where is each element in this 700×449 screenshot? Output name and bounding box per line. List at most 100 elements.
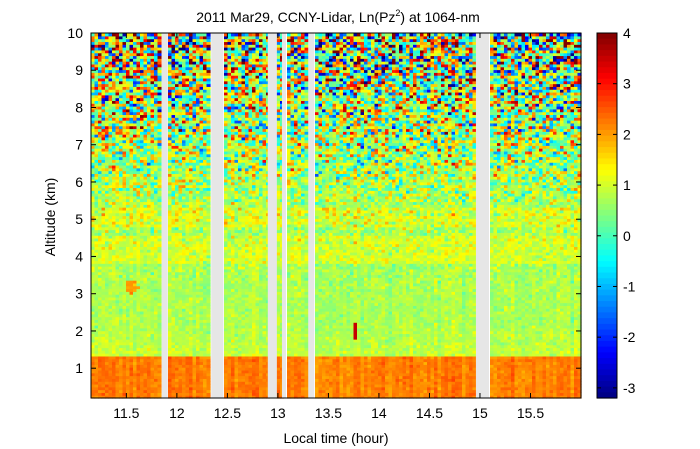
heatmap-cell [133, 212, 138, 217]
heatmap-cell [157, 33, 162, 37]
heatmap-cell [227, 344, 232, 349]
heatmap-cell [241, 86, 246, 90]
heatmap-cell [119, 117, 124, 121]
heatmap-cell [175, 226, 180, 231]
heatmap-cell [199, 341, 204, 346]
heatmap-cell [203, 179, 208, 183]
heatmap-cell [185, 277, 190, 281]
heatmap-cell [143, 383, 148, 388]
heatmap-cell [91, 120, 96, 124]
heatmap-cell [157, 288, 162, 292]
heatmap-cell [136, 358, 141, 363]
heatmap-cell [178, 229, 183, 233]
heatmap-cell [182, 282, 187, 287]
heatmap-cell [140, 310, 145, 315]
heatmap-cell [234, 38, 239, 43]
heatmap-cell [157, 327, 162, 332]
heatmap-cell [241, 38, 246, 43]
heatmap-cell [227, 114, 232, 118]
heatmap-cell [136, 347, 141, 351]
heatmap-cell [143, 201, 148, 205]
heatmap-cell [101, 367, 106, 371]
heatmap-cell [189, 336, 194, 340]
heatmap-cell [245, 308, 250, 312]
heatmap-cell [241, 347, 246, 351]
heatmap-cell [157, 383, 162, 388]
heatmap-cell [185, 136, 190, 141]
heatmap-cell [91, 167, 96, 172]
heatmap-cell [192, 103, 197, 107]
heatmap-cell [112, 209, 117, 214]
heatmap-cell [168, 193, 173, 197]
heatmap-cell [185, 226, 190, 231]
heatmap-cell [154, 142, 159, 146]
heatmap-cell [182, 35, 187, 40]
heatmap-cell [101, 86, 106, 90]
heatmap-cell [129, 44, 134, 48]
heatmap-cell [203, 389, 208, 393]
heatmap-cell [199, 240, 204, 245]
heatmap-cell [133, 117, 138, 121]
heatmap-cell [101, 389, 106, 393]
heatmap-cell [157, 266, 162, 270]
heatmap-cell [150, 49, 155, 54]
heatmap-cell [192, 364, 197, 368]
heatmap-cell [154, 69, 159, 73]
heatmap-cell [175, 285, 180, 290]
heatmap-cell [105, 66, 110, 71]
heatmap-cell [122, 142, 127, 146]
heatmap-cell [241, 316, 246, 320]
heatmap-cell [171, 176, 176, 180]
heatmap-cell [175, 280, 180, 284]
heatmap-cell [143, 156, 148, 160]
heatmap-cell [91, 246, 96, 250]
heatmap-cell [112, 336, 117, 340]
heatmap-cell [115, 117, 120, 121]
heatmap-cell [98, 91, 103, 96]
heatmap-cell [147, 355, 152, 360]
heatmap-cell [129, 145, 134, 149]
heatmap-cell [175, 145, 180, 149]
heatmap-cell [133, 66, 138, 71]
heatmap-cell [185, 164, 190, 169]
heatmap-cell [136, 221, 141, 225]
heatmap-cell [129, 322, 134, 326]
heatmap-cell [101, 386, 106, 391]
heatmap-cell [189, 249, 194, 253]
heatmap-cell [157, 353, 162, 357]
heatmap-cell [175, 80, 180, 85]
heatmap-cell [133, 139, 138, 144]
heatmap-cell [189, 392, 194, 396]
heatmap-cell [203, 381, 208, 385]
heatmap-cell [231, 240, 236, 245]
heatmap-cell [224, 347, 229, 351]
heatmap-cell [206, 179, 211, 183]
heatmap-cell [101, 212, 106, 217]
heatmap-cell [133, 176, 138, 180]
heatmap-cell [136, 142, 141, 146]
heatmap-cell [175, 260, 180, 264]
heatmap-cell [143, 66, 148, 71]
heatmap-cell [108, 296, 113, 301]
heatmap-cell [189, 136, 194, 141]
heatmap-cell [133, 263, 138, 267]
heatmap-cell [168, 131, 173, 135]
heatmap-cell [199, 327, 204, 332]
heatmap-cell [129, 282, 134, 287]
heatmap-cell [115, 378, 120, 382]
heatmap-cell [238, 193, 243, 197]
heatmap-cell [112, 89, 117, 93]
heatmap-cell [224, 89, 229, 93]
heatmap-cell [105, 389, 110, 393]
heatmap-cell [91, 139, 96, 144]
heatmap-cell [133, 361, 138, 365]
heatmap-cell [241, 310, 246, 315]
heatmap-cell [189, 243, 194, 247]
heatmap-cell [175, 296, 180, 301]
heatmap-cell [119, 294, 124, 298]
heatmap-cell [112, 372, 117, 377]
heatmap-cell [147, 173, 152, 177]
heatmap-cell [238, 131, 243, 135]
heatmap-cell [203, 195, 208, 200]
heatmap-cell [105, 372, 110, 377]
